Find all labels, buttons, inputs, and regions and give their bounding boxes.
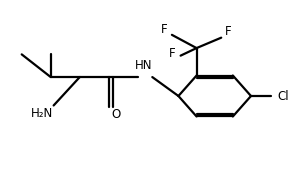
Text: F: F: [168, 47, 175, 60]
Text: F: F: [225, 26, 232, 38]
Text: HN: HN: [135, 59, 152, 72]
Text: O: O: [111, 108, 121, 121]
Text: Cl: Cl: [277, 89, 289, 103]
Text: H₂N: H₂N: [31, 107, 53, 120]
Text: F: F: [161, 23, 168, 36]
